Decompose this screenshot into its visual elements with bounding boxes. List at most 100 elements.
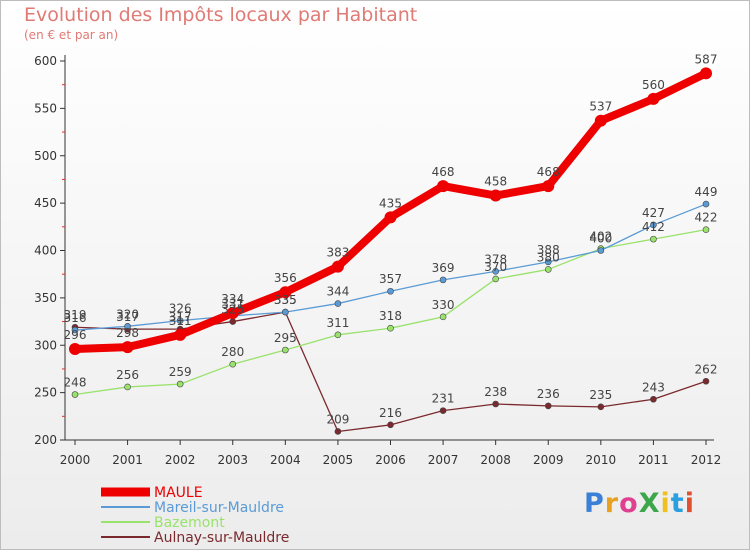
y-tick-label: 300 <box>34 338 57 352</box>
data-point <box>702 377 710 385</box>
data-label: 388 <box>537 243 560 257</box>
data-point <box>492 275 499 283</box>
data-point <box>597 247 605 254</box>
data-label: 370 <box>484 260 507 274</box>
series-lines <box>69 67 712 435</box>
data-point <box>702 226 710 233</box>
data-label: 380 <box>537 250 560 264</box>
data-label: 330 <box>432 298 455 312</box>
data-point <box>229 318 237 325</box>
data-point <box>226 307 239 320</box>
data-label: 209 <box>326 412 349 426</box>
y-tick-label: 550 <box>34 101 57 115</box>
data-point <box>71 326 79 334</box>
data-label: 295 <box>274 331 297 345</box>
x-tick-label: 2002 <box>165 453 196 467</box>
data-label: 468 <box>537 165 560 179</box>
data-point <box>439 407 447 414</box>
data-point <box>124 322 131 330</box>
data-label: 335 <box>274 293 297 307</box>
data-point <box>650 235 657 243</box>
data-point <box>489 189 502 202</box>
data-label: 280 <box>221 345 244 359</box>
y-tick-label: 200 <box>34 433 57 447</box>
data-point <box>387 324 394 332</box>
data-label: 412 <box>642 220 665 234</box>
x-tick-label: 2010 <box>586 453 617 467</box>
data-point <box>384 211 397 224</box>
data-point <box>387 287 394 295</box>
data-point <box>71 391 79 398</box>
y-tick-label: 400 <box>34 244 57 258</box>
data-point <box>387 421 394 429</box>
legend-label: MAULE <box>154 485 203 501</box>
data-label: 402 <box>589 230 612 244</box>
data-point <box>279 286 292 299</box>
proxiti-logo: ProXiti <box>584 488 695 519</box>
data-point <box>282 346 289 354</box>
x-tick-label: 2000 <box>60 453 91 467</box>
data-point <box>647 92 660 105</box>
legend: MAULEMareil-sur-MauldreBazemontAulnay-su… <box>101 485 289 546</box>
data-point <box>121 341 134 354</box>
data-label: 587 <box>695 52 718 66</box>
y-tick-label: 250 <box>34 386 57 400</box>
x-tick-label: 2012 <box>691 453 722 467</box>
data-label: 400 <box>589 232 612 246</box>
data-point <box>702 200 710 208</box>
y-tick-label: 450 <box>34 196 57 210</box>
data-label: 435 <box>379 196 402 210</box>
data-point <box>331 260 344 273</box>
data-label: 317 <box>116 310 139 324</box>
legend-label: Bazemont <box>154 515 225 531</box>
chart-title: Evolution des Impôts locaux par Habitant <box>24 4 418 26</box>
data-point <box>700 67 712 80</box>
data-label: 238 <box>484 385 507 399</box>
data-label: 369 <box>432 261 455 275</box>
data-label: 248 <box>64 376 87 390</box>
data-point <box>124 383 131 391</box>
data-label: 259 <box>169 365 192 379</box>
x-tick-label: 2007 <box>428 453 459 467</box>
data-point <box>544 266 552 273</box>
data-point <box>597 403 605 411</box>
data-label: 296 <box>64 328 87 342</box>
data-point <box>229 360 237 368</box>
data-label: 316 <box>64 311 87 325</box>
data-point <box>544 402 552 410</box>
data-point <box>439 313 447 321</box>
data-labels: 296 298 311 334 356 383 435 468 458 468 537 560 587 3… <box>64 52 718 426</box>
data-point <box>492 268 499 275</box>
axes: 200 250 300 350 400 450 500 550 600 2000 2001 2002 2… <box>34 54 721 467</box>
x-tick-label: 2006 <box>375 453 406 467</box>
data-label: 235 <box>589 388 612 402</box>
data-point <box>334 331 342 339</box>
data-label: 320 <box>116 307 139 321</box>
data-label: 449 <box>695 185 718 199</box>
chart-subtitle: (en € et par an) <box>24 28 119 42</box>
data-label: 262 <box>695 362 718 376</box>
data-point <box>174 328 187 341</box>
data-point <box>437 180 450 193</box>
data-label: 335 <box>274 293 297 307</box>
y-tick-label: 350 <box>34 291 57 305</box>
data-point <box>334 428 342 435</box>
data-label: 458 <box>484 175 507 189</box>
data-label: 357 <box>379 272 402 286</box>
data-label: 319 <box>64 308 87 322</box>
data-label: 256 <box>116 368 139 382</box>
data-label: 331 <box>221 297 244 311</box>
data-label: 468 <box>432 165 455 179</box>
x-tick-label: 2004 <box>270 453 301 467</box>
data-label: 298 <box>116 326 139 340</box>
data-label: 216 <box>379 406 402 420</box>
data-point <box>282 308 289 316</box>
data-label: 560 <box>642 78 665 92</box>
data-label: 356 <box>274 271 297 285</box>
legend-label: Aulnay-sur-Mauldre <box>154 530 289 546</box>
data-label: 318 <box>379 309 402 323</box>
data-point <box>542 180 555 193</box>
data-label: 311 <box>169 314 192 328</box>
data-label: 334 <box>221 292 244 306</box>
